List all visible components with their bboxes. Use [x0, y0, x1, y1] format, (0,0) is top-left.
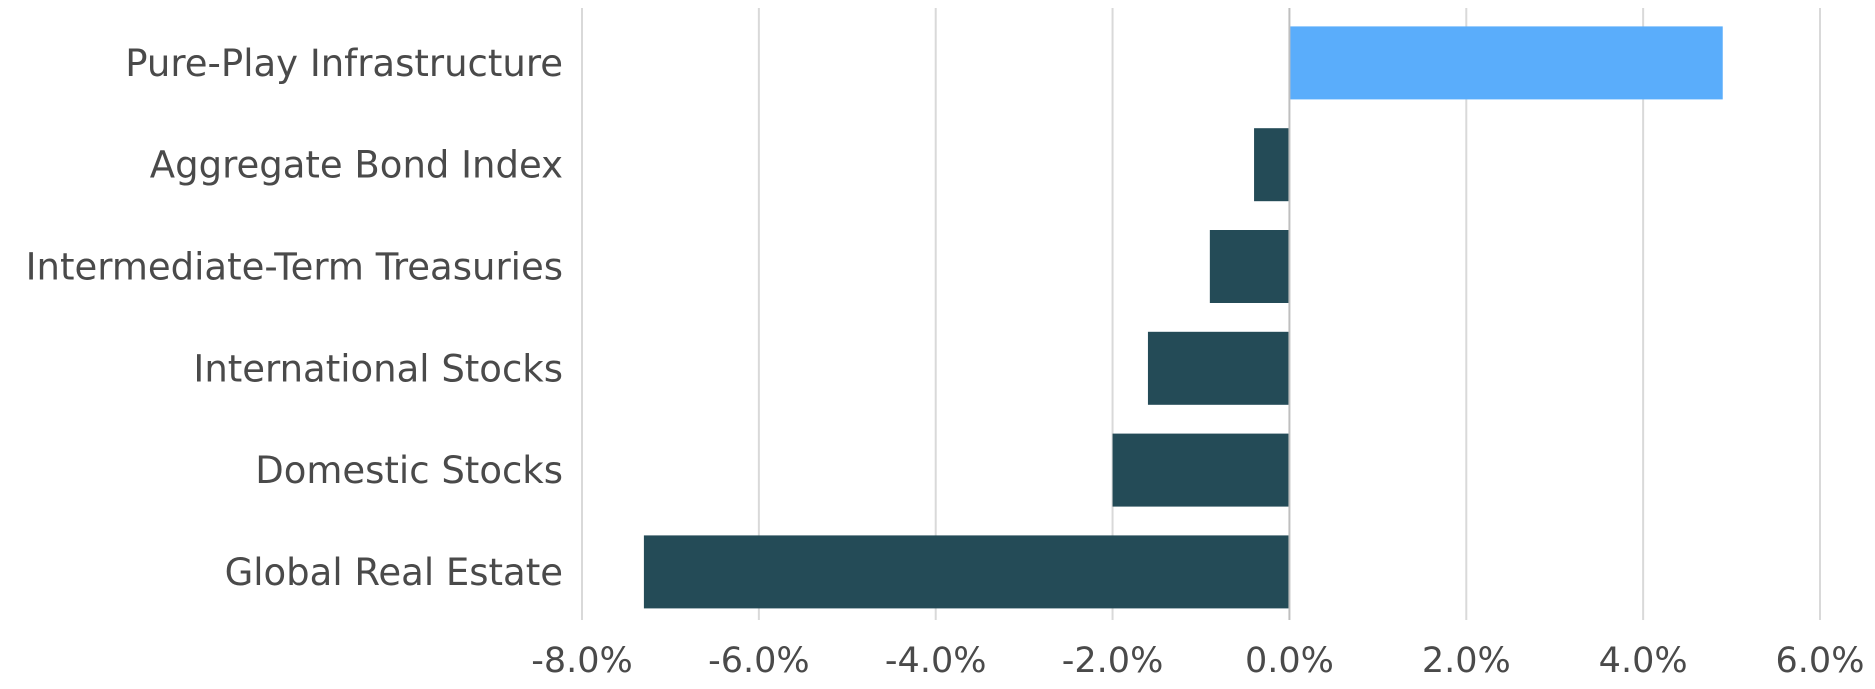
- bar: [1209, 230, 1290, 303]
- bar: [643, 535, 1290, 609]
- x-tick-label: 0.0%: [1245, 641, 1334, 681]
- bar: [1147, 331, 1290, 405]
- category-label: Pure-Play Infrastructure: [125, 42, 563, 85]
- bar: [1112, 433, 1290, 507]
- category-labels: Pure-Play Infrastructure Aggregate Bond I…: [26, 42, 563, 594]
- bars: [643, 26, 1723, 609]
- x-tick-label: -2.0%: [1062, 641, 1164, 681]
- category-label: Aggregate Bond Index: [150, 144, 563, 187]
- x-tick-label: -4.0%: [885, 641, 987, 681]
- category-label: International Stocks: [193, 347, 563, 390]
- x-tick-label: -6.0%: [708, 641, 810, 681]
- category-label: Domestic Stocks: [255, 449, 563, 492]
- x-tick-label: -8.0%: [531, 641, 633, 681]
- x-tick-label: 2.0%: [1422, 641, 1511, 681]
- category-label: Global Real Estate: [225, 551, 563, 594]
- category-label: Intermediate-Term Treasuries: [26, 246, 563, 289]
- x-tick-label: 6.0%: [1776, 641, 1865, 681]
- bar: [1289, 26, 1723, 100]
- x-tick-labels: -8.0% -6.0% -4.0% -2.0% 0.0% 2.0% 4.0% 6.0%: [531, 641, 1864, 681]
- gridlines: [581, 8, 1821, 620]
- x-tick-label: 4.0%: [1599, 641, 1688, 681]
- bar: [1254, 128, 1290, 202]
